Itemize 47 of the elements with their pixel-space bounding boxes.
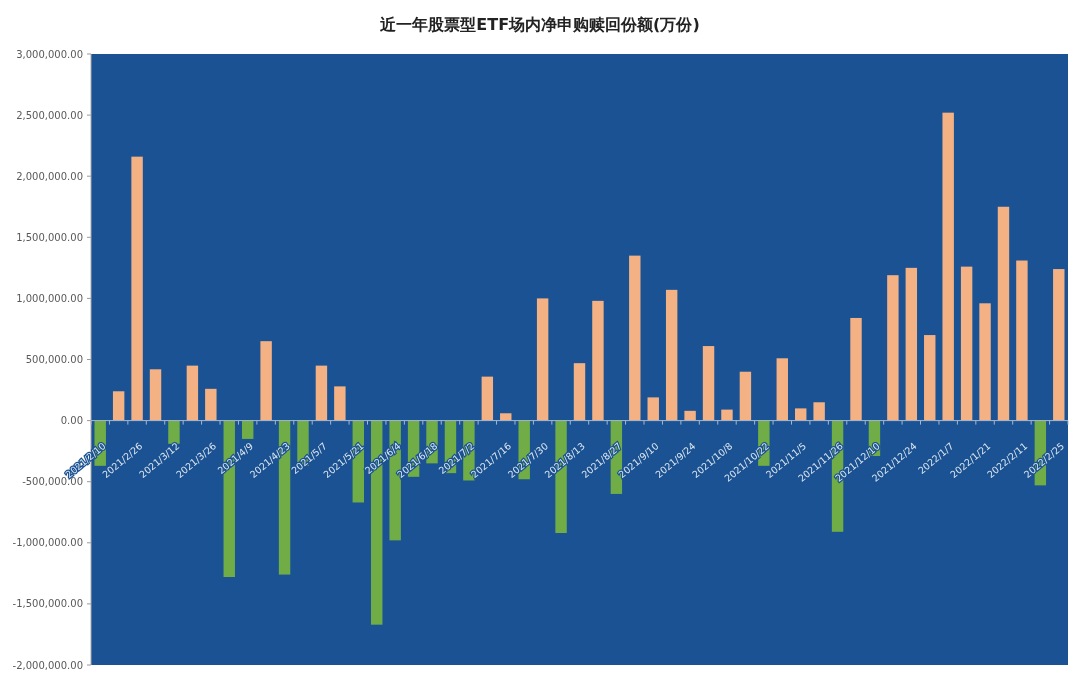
y-tick-label: 3,000,000.00 <box>16 48 83 60</box>
y-tick-label: -500,000.00 <box>22 476 83 488</box>
bar <box>1016 260 1028 421</box>
y-tick-label: 2,500,000.00 <box>16 109 83 121</box>
bar <box>905 267 918 421</box>
y-tick-label: 1,500,000.00 <box>16 231 83 243</box>
bar <box>776 358 788 421</box>
bar <box>997 206 1010 421</box>
bar <box>536 298 549 421</box>
y-tick-label: 2,000,000.00 <box>16 170 83 182</box>
y-tick-label: 500,000.00 <box>25 354 83 365</box>
bar <box>924 335 936 421</box>
bar <box>205 388 217 421</box>
bar <box>721 409 733 421</box>
y-tick-label: 0.00 <box>60 415 83 427</box>
bar <box>1053 269 1065 421</box>
bar <box>481 376 494 421</box>
bar <box>573 363 586 421</box>
bar <box>960 266 973 421</box>
bar <box>168 420 180 444</box>
y-tick-label: -1,500,000.00 <box>12 598 83 610</box>
chart-title: 近一年股票型ETF场内净申购赎回份额(万份) <box>379 15 700 34</box>
bar <box>665 289 678 421</box>
bar <box>794 408 807 421</box>
bar <box>186 365 199 421</box>
bar <box>334 386 346 421</box>
bar <box>260 341 272 421</box>
bar <box>647 397 659 421</box>
y-tick-label: 1,000,000.00 <box>16 292 83 304</box>
bar <box>887 275 899 421</box>
bar <box>241 420 254 439</box>
bar <box>702 346 715 421</box>
bar <box>850 317 862 421</box>
bar <box>942 112 954 421</box>
bar <box>739 371 752 421</box>
y-tick-label: -2,000,000.00 <box>12 659 83 671</box>
bar <box>813 402 825 421</box>
bar <box>684 410 696 421</box>
bar <box>149 369 162 421</box>
bar <box>500 413 512 421</box>
bar <box>315 365 328 421</box>
bar <box>592 300 604 421</box>
bar <box>112 391 125 421</box>
bar <box>979 303 991 421</box>
bar <box>629 255 641 421</box>
bar <box>131 156 143 421</box>
y-tick-label: -1,000,000.00 <box>12 537 83 549</box>
